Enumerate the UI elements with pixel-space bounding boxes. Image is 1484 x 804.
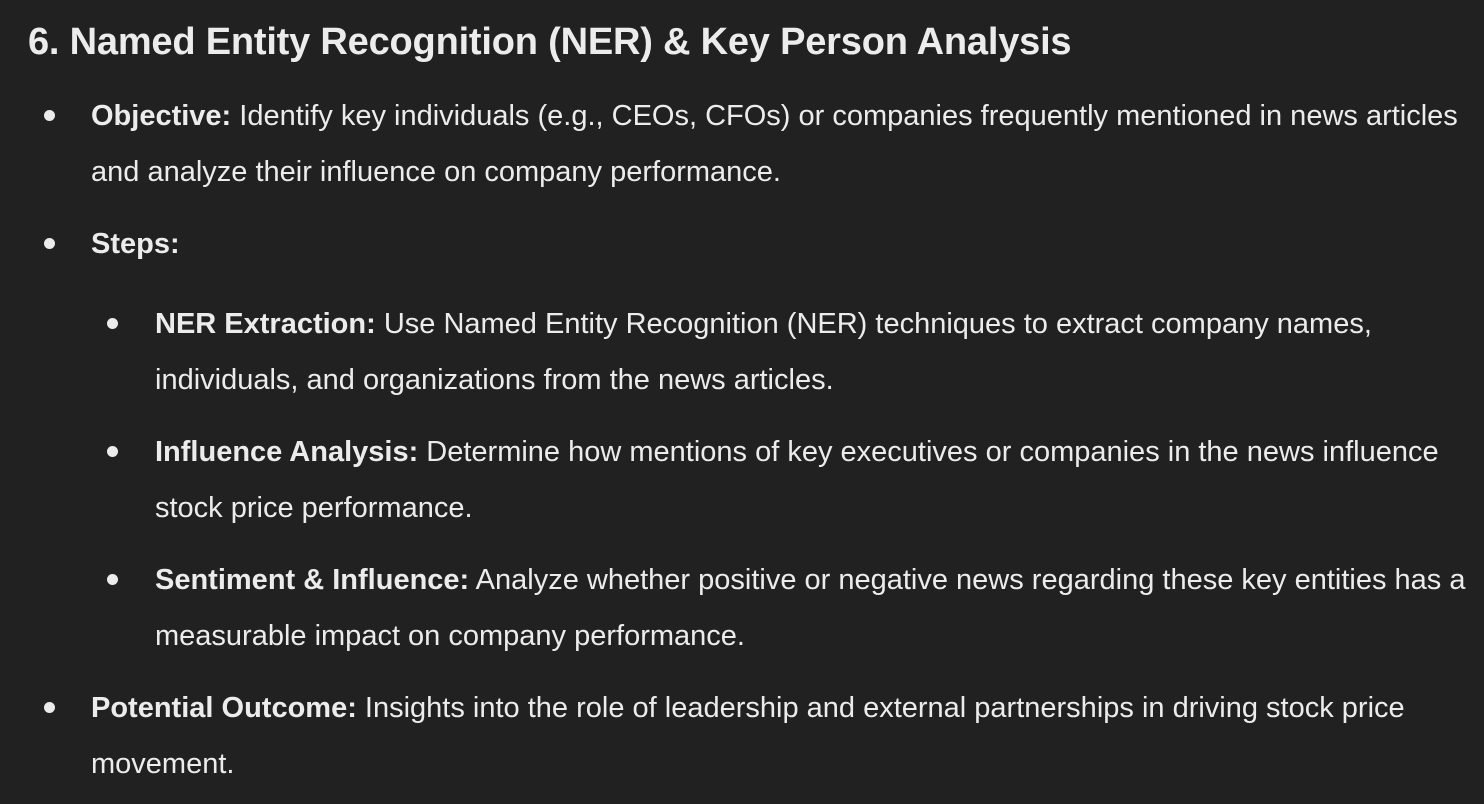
step-text: Analyze whether positive or negative new… [155,564,1466,652]
step-text: Determine how mentions of key executives… [155,436,1439,524]
list-item-objective: Objective: Identify key individuals (e.g… [28,88,1468,200]
section-heading: 6. Named Entity Recognition (NER) & Key … [28,21,1072,63]
top-bullet-list: Objective: Identify key individuals (e.g… [28,88,1468,792]
list-item-ner-extraction: NER Extraction: Use Named Entity Recogni… [91,296,1468,408]
outcome-label: Potential Outcome: [91,692,357,724]
bullet-icon [107,318,118,329]
bullet-icon [44,110,55,121]
step-label: Sentiment & Influence: [155,564,470,596]
bullet-icon [44,238,55,249]
bullet-icon [107,446,118,457]
step-label: Influence Analysis: [155,436,419,468]
outcome-text: Insights into the role of leadership and… [91,692,1405,780]
steps-sub-list: NER Extraction: Use Named Entity Recogni… [91,296,1468,664]
list-item-influence-analysis: Influence Analysis: Determine how mentio… [91,424,1468,536]
list-item-steps: Steps: NER Extraction: Use Named Entity … [28,216,1468,664]
list-item-potential-outcome: Potential Outcome: Insights into the rol… [28,680,1468,792]
step-text: Use Named Entity Recognition (NER) techn… [155,308,1372,396]
steps-label: Steps: [91,228,180,260]
objective-label: Objective: [91,100,232,132]
message-content: 6. Named Entity Recognition (NER) & Key … [28,16,1468,792]
bullet-icon [44,702,55,713]
bullet-icon [107,574,118,585]
objective-text: Identify key individuals (e.g., CEOs, CF… [91,100,1458,188]
list-item-sentiment-influence: Sentiment & Influence: Analyze whether p… [91,552,1468,664]
step-label: NER Extraction: [155,308,376,340]
